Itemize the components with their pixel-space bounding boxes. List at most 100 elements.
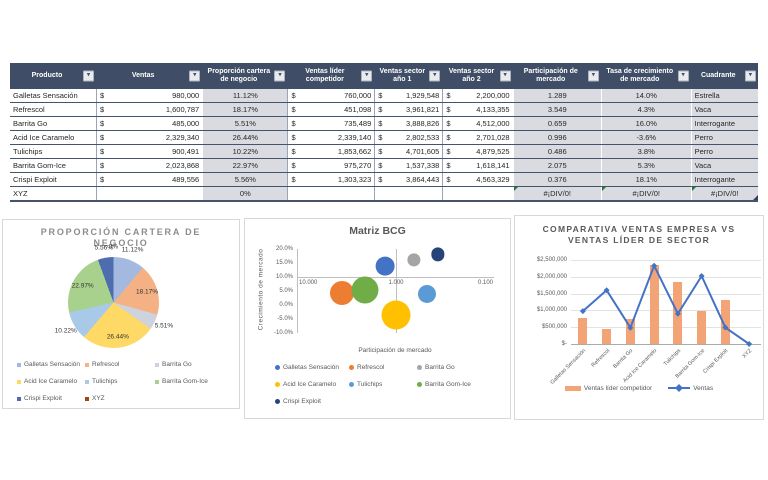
cell-tasa[interactable]: 4.3% [600, 103, 691, 116]
header-cell-1[interactable]: Producto ▾ [10, 63, 96, 89]
cell-sector1[interactable] [374, 187, 442, 200]
bcg-bubble-Tulichips[interactable] [417, 285, 436, 304]
bar-Crispi Exploit[interactable] [720, 300, 730, 344]
legend-item-Refrescol[interactable]: Refrescol [85, 356, 155, 373]
cell-ventas[interactable]: $900,491 [96, 145, 202, 158]
cell-sector2[interactable]: $4,563,329 [442, 173, 512, 186]
table-resize-handle[interactable] [752, 195, 758, 200]
legend-item-Ventas[interactable]: Ventas [668, 384, 713, 392]
cell-participacion[interactable]: 0.996 [512, 131, 601, 144]
cell-participacion[interactable]: 0.376 [512, 173, 601, 186]
cell-cuadrante[interactable]: Vaca [690, 103, 758, 116]
header-cell-3[interactable]: Proporción cartera de negocio ▾ [202, 63, 287, 89]
cell-sector2[interactable] [442, 187, 512, 200]
header-cell-5[interactable]: Ventas sector año 1 ▾ [374, 63, 442, 89]
chart-panel-comparativa[interactable]: COMPARATIVA VENTAS EMPRESA VS VENTAS LÍD… [514, 215, 764, 420]
cell-sector2[interactable]: $2,200,000 [442, 89, 512, 102]
cell-proporcion[interactable]: 18.17% [202, 103, 288, 116]
cell-sector1[interactable]: $4,701,605 [374, 145, 442, 158]
cell-lider[interactable]: $1,853,662 [287, 145, 374, 158]
filter-dropdown-button[interactable]: ▾ [189, 70, 201, 82]
cell-cuadrante[interactable]: Interrogante [690, 117, 758, 130]
cell-cuadrante[interactable]: Interrogante [690, 173, 758, 186]
cell-sector1[interactable]: $1,537,338 [374, 159, 442, 172]
cell-producto[interactable]: Barrita Go [10, 117, 96, 130]
legend-item-Tulichips[interactable]: Tulichips [85, 373, 155, 390]
cell-lider[interactable]: $735,489 [287, 117, 374, 130]
cell-participacion[interactable]: 1.289 [512, 89, 601, 102]
filter-dropdown-button[interactable]: ▾ [83, 70, 95, 82]
bar-Acid Ice Caramelo[interactable] [649, 265, 659, 344]
legend-item-Galletas Sensación[interactable]: Galletas Sensación [275, 359, 349, 376]
filter-dropdown-button[interactable]: ▾ [429, 70, 441, 82]
cell-tasa[interactable]: -3.6% [600, 131, 691, 144]
cell-sector1[interactable]: $3,864,443 [374, 173, 442, 186]
bcg-bubble-Galletas Sensación[interactable] [375, 256, 395, 276]
cell-proporcion[interactable]: 11.12% [202, 89, 288, 102]
legend-item-Barrita Go[interactable]: Barrita Go [155, 356, 235, 373]
cell-proporcion[interactable]: 22.97% [202, 159, 288, 172]
filter-dropdown-button[interactable]: ▾ [361, 70, 373, 82]
cell-sector1[interactable]: $1,929,548 [374, 89, 442, 102]
bar-Galletas Sensación[interactable] [578, 318, 588, 344]
filter-dropdown-button[interactable]: ▾ [744, 70, 756, 82]
chart-panel-pie[interactable]: PROPORCIÓN CARTERA DE NEGOCIO 11.12% 18.1… [2, 219, 240, 409]
legend-item-Crispi Exploit[interactable]: Crispi Exploit [17, 390, 85, 407]
filter-dropdown-button[interactable]: ▾ [677, 70, 689, 82]
cell-ventas[interactable]: $980,000 [96, 89, 202, 102]
cell-lider[interactable]: $1,303,323 [287, 173, 374, 186]
legend-item-Barrita Gom-Ice[interactable]: Barrita Gom-Ice [417, 376, 506, 393]
bcg-bubble-Barrita Go[interactable] [407, 253, 421, 267]
legend-item-Barrita Go[interactable]: Barrita Go [417, 359, 506, 376]
cell-participacion[interactable]: 3.549 [512, 103, 601, 116]
cell-proporcion[interactable]: 5.51% [202, 117, 288, 130]
cell-participacion[interactable]: 0.486 [512, 145, 601, 158]
cell-lider[interactable]: $451,098 [287, 103, 374, 116]
cell-lider[interactable]: $760,000 [287, 89, 374, 102]
cell-cuadrante[interactable]: Perro [690, 131, 758, 144]
cell-producto[interactable]: Acid Ice Caramelo [10, 131, 96, 144]
cell-producto[interactable]: Tulichips [10, 145, 96, 158]
legend-item-Acid Ice Caramelo[interactable]: Acid Ice Caramelo [17, 373, 85, 390]
legend-item-Crispi Exploit[interactable]: Crispi Exploit [275, 393, 349, 410]
filter-dropdown-button[interactable]: ▾ [587, 70, 599, 82]
cell-producto[interactable]: Refrescol [10, 103, 96, 116]
cell-tasa[interactable]: 14.0% [600, 89, 691, 102]
filter-dropdown-button[interactable]: ▾ [274, 70, 286, 82]
legend-item-Tulichips[interactable]: Tulichips [349, 376, 417, 393]
cell-ventas[interactable]: $2,329,340 [96, 131, 202, 144]
chart-panel-bcg[interactable]: Matriz BCG Crecimiento de mercado 10.000… [244, 218, 511, 419]
cell-cuadrante[interactable]: #¡DIV/0! [690, 187, 758, 200]
cell-sector1[interactable]: $3,888,826 [374, 117, 442, 130]
bcg-bubble-Refrescol[interactable] [330, 280, 355, 305]
cell-tasa[interactable]: 5.3% [600, 159, 691, 172]
header-cell-7[interactable]: Participación de mercado ▾ [513, 63, 601, 89]
cell-sector1[interactable]: $2,802,533 [374, 131, 442, 144]
header-cell-6[interactable]: Ventas sector año 2 ▾ [442, 63, 512, 89]
cell-sector2[interactable]: $2,701,028 [442, 131, 512, 144]
cell-proporcion[interactable]: 5.56% [202, 173, 288, 186]
legend-item-Galletas Sensación[interactable]: Galletas Sensación [17, 356, 85, 373]
cell-ventas[interactable]: $489,556 [96, 173, 202, 186]
legend-item-Refrescol[interactable]: Refrescol [349, 359, 417, 376]
cell-ventas[interactable]: $1,600,787 [96, 103, 202, 116]
bcg-bubble-Acid Ice Caramelo[interactable] [381, 300, 411, 330]
cell-tasa[interactable]: 16.0% [600, 117, 691, 130]
cell-proporcion[interactable]: 26.44% [202, 131, 288, 144]
bcg-bubble-Barrita Gom-Ice[interactable] [351, 276, 379, 304]
cell-sector1[interactable]: $3,961,821 [374, 103, 442, 116]
cell-participacion[interactable]: #¡DIV/0! [512, 187, 601, 200]
header-cell-2[interactable]: Ventas ▾ [96, 63, 202, 89]
cell-participacion[interactable]: 2.075 [512, 159, 601, 172]
header-cell-4[interactable]: Ventas líder competidor ▾ [287, 63, 374, 89]
cell-ventas[interactable] [96, 187, 202, 200]
cell-producto[interactable]: Galletas Sensación [10, 89, 96, 102]
filter-dropdown-button[interactable]: ▾ [499, 70, 511, 82]
header-cell-8[interactable]: Tasa de crecimiento de mercado ▾ [601, 63, 691, 89]
bar-Barrita Go[interactable] [625, 319, 635, 344]
bar-Barrita Gom-Ice[interactable] [697, 311, 707, 344]
line-series-ventas[interactable] [571, 260, 761, 347]
cell-tasa[interactable]: 18.1% [600, 173, 691, 186]
cell-sector2[interactable]: $4,512,000 [442, 117, 512, 130]
cell-sector2[interactable]: $1,618,141 [442, 159, 512, 172]
